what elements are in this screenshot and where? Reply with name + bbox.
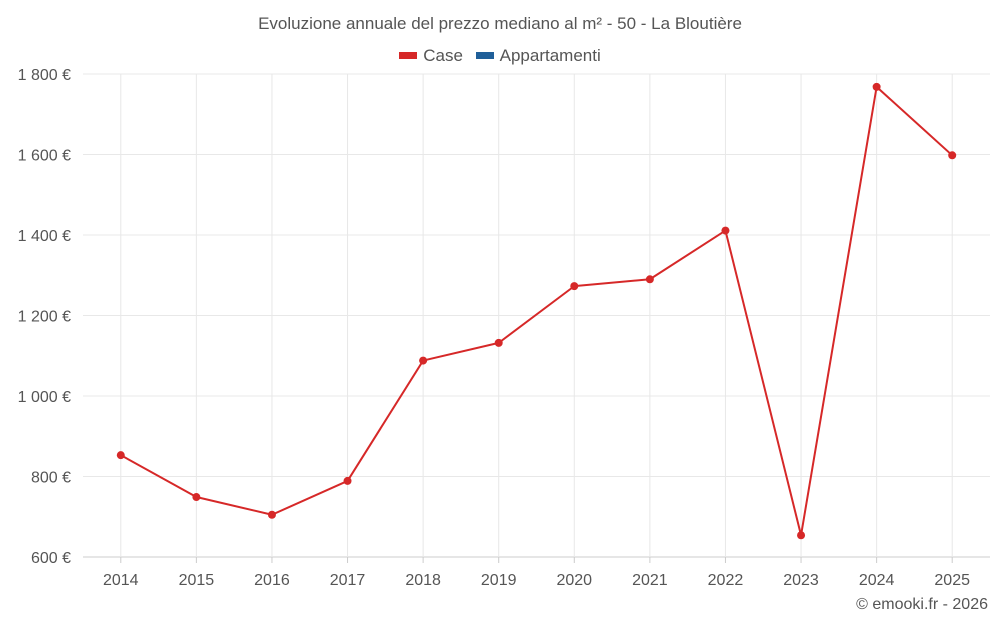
data-point-case <box>570 282 579 291</box>
data-point-case <box>419 356 428 365</box>
data-point-case <box>797 531 806 540</box>
legend-item-case[interactable]: Case <box>399 46 463 66</box>
data-point-case <box>116 451 125 460</box>
y-tick-label: 1 000 € <box>18 389 71 406</box>
legend-swatch-case <box>399 52 418 59</box>
x-tick-label: 2020 <box>556 572 592 589</box>
y-tick-label: 1 800 € <box>18 67 71 84</box>
data-point-case <box>872 82 881 91</box>
legend: Case Appartamenti <box>0 44 1000 66</box>
x-tick-label: 2023 <box>783 572 819 589</box>
y-tick-label: 800 € <box>31 470 71 487</box>
x-tick-label: 2014 <box>103 572 139 589</box>
chart-title: Evoluzione annuale del prezzo mediano al… <box>258 14 742 33</box>
data-point-case <box>494 338 503 347</box>
y-tick-label: 1 600 € <box>18 148 71 165</box>
data-point-case <box>721 226 730 235</box>
data-point-case <box>267 510 276 519</box>
legend-label-case: Case <box>423 45 463 65</box>
x-tick-label: 2017 <box>330 572 366 589</box>
legend-label-appartamenti: Appartamenti <box>499 45 601 65</box>
x-tick-label: 2024 <box>859 572 895 589</box>
y-tick-label: 1 400 € <box>18 228 71 245</box>
data-point-case <box>948 151 957 160</box>
series-line-case <box>120 85 953 537</box>
data-point-case <box>343 476 352 485</box>
data-point-case <box>645 275 654 284</box>
x-tick-label: 2021 <box>632 572 668 589</box>
x-tick-label: 2019 <box>481 572 517 589</box>
x-tick-label: 2016 <box>254 572 290 589</box>
y-tick-label: 600 € <box>31 550 71 567</box>
credit-text: © emooki.fr - 2026 <box>856 596 988 613</box>
y-tick-label: 1 200 € <box>18 309 71 326</box>
data-point-case <box>192 493 201 502</box>
legend-item-appartamenti[interactable]: Appartamenti <box>475 45 601 66</box>
x-tick-label: 2018 <box>405 572 441 589</box>
legend-swatch-appartamenti <box>475 52 494 59</box>
x-tick-label: 2015 <box>179 572 215 589</box>
x-tick-label: 2022 <box>708 572 744 589</box>
x-tick-label: 2025 <box>934 572 970 589</box>
